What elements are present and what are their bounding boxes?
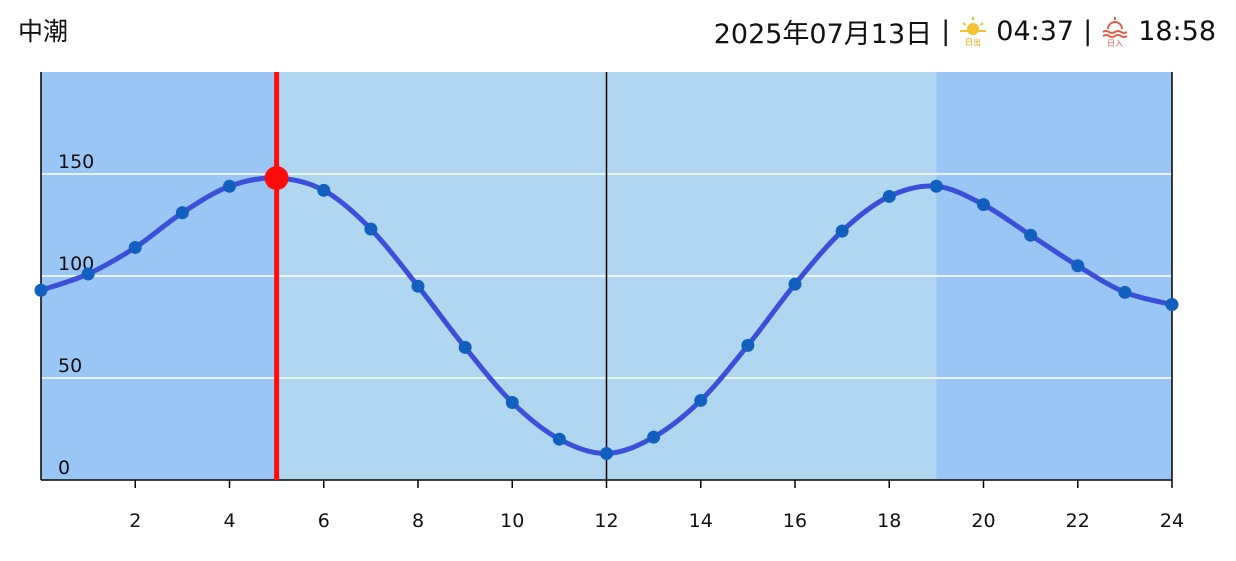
sunset-icon: 日入 (1102, 16, 1128, 48)
tide-point (411, 279, 425, 293)
tide-point (788, 277, 802, 291)
y-tick-label: 150 (58, 151, 94, 173)
tide-point (552, 432, 566, 446)
sunrise-icon: 日出 (960, 16, 987, 47)
x-tick-label: 20 (971, 510, 995, 532)
x-tick-label: 22 (1066, 510, 1090, 532)
x-tick-label: 10 (500, 510, 524, 532)
tide-point (929, 179, 943, 193)
sun-info: 2025年07月13日 | 日出 04:37 | 日入 18:58 (714, 12, 1216, 51)
tide-point (1165, 298, 1179, 312)
tide-point (223, 179, 236, 193)
tide-point (505, 395, 519, 409)
x-tick-label: 8 (412, 510, 424, 532)
date: 2025年07月13日 (713, 19, 933, 50)
tide-point (741, 338, 755, 352)
current-point (264, 166, 289, 191)
tide-point (977, 198, 990, 212)
tide-point (128, 240, 142, 254)
tide-point (882, 189, 896, 203)
x-tick-label: 18 (877, 510, 901, 532)
tide-point (317, 183, 331, 197)
tide-point (694, 393, 708, 407)
x-tick-label: 24 (1160, 510, 1184, 532)
x-tick-label: 12 (594, 510, 618, 532)
tide-point (81, 267, 95, 281)
tide-point (458, 340, 472, 354)
sunset-icon-label: 日入 (1107, 39, 1123, 48)
tide-point (1024, 228, 1038, 242)
tide-point (34, 283, 48, 297)
sunset-time: 18:58 (1138, 16, 1216, 47)
tide-point (1118, 285, 1132, 299)
separator: | (1083, 16, 1093, 47)
sunrise-time: 04:37 (996, 16, 1075, 47)
y-tick-label: 50 (58, 355, 82, 377)
x-tick-label: 6 (318, 510, 330, 532)
x-tick-label: 16 (783, 510, 807, 532)
tide-point (835, 224, 849, 238)
x-tick-label: 4 (223, 510, 235, 532)
tide-point (600, 446, 613, 460)
separator: | (941, 16, 951, 47)
tide-point (1071, 259, 1085, 273)
tide-point (647, 430, 661, 444)
sunrise-icon-label: 日出 (965, 37, 981, 47)
x-tick-label: 14 (689, 510, 713, 532)
x-tick-label: 2 (129, 510, 141, 532)
tide-name: 中潮 (18, 17, 69, 46)
tide-point (175, 206, 189, 220)
y-tick-label: 0 (58, 457, 70, 479)
tide-point (364, 222, 378, 236)
